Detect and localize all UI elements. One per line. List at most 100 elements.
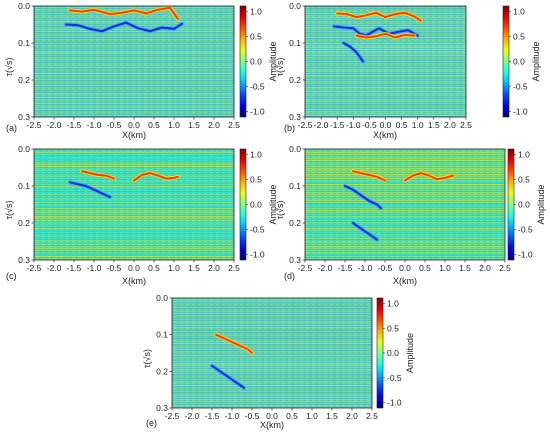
colorbar-tick-label: 1.0 xyxy=(387,299,399,309)
noise-striation xyxy=(305,13,466,14)
noise-striation xyxy=(34,31,234,32)
noise-striation xyxy=(34,162,234,163)
y-tick-label: 0.3 xyxy=(289,112,301,122)
noise-striation xyxy=(305,238,505,239)
noise-striation xyxy=(305,67,466,68)
noise-striation xyxy=(305,63,466,64)
x-tick-label: 0.0 xyxy=(128,120,140,130)
noise-striation xyxy=(305,196,505,197)
noise-striation xyxy=(305,182,505,183)
noise-striation xyxy=(172,303,372,304)
noise-striation xyxy=(305,164,505,165)
noise-striation xyxy=(305,248,505,249)
noise-striation xyxy=(305,252,505,253)
noise-striation xyxy=(305,111,466,112)
noise-striation xyxy=(305,53,466,54)
x-tick-label: 2.5 xyxy=(228,120,240,130)
colorbar xyxy=(507,148,515,261)
x-tick-label: 2.5 xyxy=(228,263,240,273)
noise-striation xyxy=(305,23,466,24)
noise-striation xyxy=(172,385,372,386)
noise-striation xyxy=(172,395,372,396)
noise-striation xyxy=(172,401,372,402)
colorbar-label: Amplitude xyxy=(531,41,541,81)
noise-striation xyxy=(172,339,372,340)
noise-striation xyxy=(172,397,372,398)
noise-striation xyxy=(34,220,234,221)
noise-striation xyxy=(172,337,372,338)
noise-striation xyxy=(172,367,372,368)
noise-striation xyxy=(305,170,505,171)
noise-striation xyxy=(305,184,505,185)
noise-striation xyxy=(34,61,234,62)
x-tick-label: -0.5 xyxy=(378,263,393,273)
noise-striation xyxy=(34,83,234,84)
noise-striation xyxy=(305,39,466,40)
noise-striation xyxy=(172,301,372,302)
noise-striation xyxy=(34,168,234,169)
y-tick-label: 0.1 xyxy=(18,38,30,48)
noise-striation xyxy=(305,89,466,90)
noise-striation xyxy=(305,192,505,193)
x-tick-label: 1.5 xyxy=(459,263,471,273)
noise-striation xyxy=(34,170,234,171)
noise-striation xyxy=(305,188,505,189)
colorbar-tick-label: 1.0 xyxy=(518,150,530,160)
noise-striation xyxy=(305,208,505,209)
noise-striation xyxy=(34,248,234,249)
noise-striation xyxy=(34,184,234,185)
y-tick-label: 0.0 xyxy=(18,144,30,154)
noise-striation xyxy=(34,202,234,203)
noise-striation xyxy=(172,335,372,336)
noise-striation xyxy=(34,43,234,44)
x-tick-label: 1.0 xyxy=(439,263,451,273)
event-3 xyxy=(352,222,378,241)
noise-striation xyxy=(305,61,466,62)
colorbar-tick-label: -0.5 xyxy=(518,224,533,234)
noise-striation xyxy=(305,77,466,78)
colorbar-tick-label: 0.5 xyxy=(513,32,525,42)
event-0 xyxy=(336,11,422,22)
noise-striation xyxy=(34,190,234,191)
y-axis-label: τ(√s) xyxy=(275,58,285,77)
colorbar-tick-label: -0.5 xyxy=(387,373,402,383)
noise-striation xyxy=(172,373,372,374)
colorbar-tick-label: 1.0 xyxy=(250,7,262,17)
x-tick-label: 1.0 xyxy=(168,120,180,130)
noise-striation xyxy=(305,162,505,163)
noise-striation xyxy=(172,353,372,354)
y-tick-label: 0.2 xyxy=(156,366,168,376)
colorbar-tick-label: 0.5 xyxy=(250,175,262,185)
x-tick-label: 2.0 xyxy=(479,263,491,273)
colorbar-tick-label: 0.5 xyxy=(518,175,530,185)
noise-striation xyxy=(34,85,234,86)
x-tick-label: 1.0 xyxy=(168,263,180,273)
y-tick-label: 0.3 xyxy=(18,255,30,265)
noise-striation xyxy=(305,242,505,243)
x-tick-label: 2.0 xyxy=(346,411,358,421)
noise-striation xyxy=(305,166,505,167)
event-1 xyxy=(65,21,183,33)
noise-striation xyxy=(172,319,372,320)
noise-striation xyxy=(305,43,466,44)
noise-striation xyxy=(172,355,372,356)
y-tick-label: 0.2 xyxy=(18,218,30,228)
colorbar-tick-label: -0.5 xyxy=(250,81,265,91)
noise-striation xyxy=(305,202,505,203)
plot-background xyxy=(305,6,466,117)
x-tick-label: -2.0 xyxy=(185,411,200,421)
noise-striation xyxy=(172,345,372,346)
noise-striation xyxy=(34,218,234,219)
x-tick-label: -1.0 xyxy=(225,411,240,421)
noise-striation xyxy=(305,160,505,161)
x-tick-label: 1.5 xyxy=(188,263,200,273)
noise-striation xyxy=(172,341,372,342)
y-axis-label: τ(√s) xyxy=(4,201,14,220)
noise-striation xyxy=(305,228,505,229)
noise-striation xyxy=(305,198,505,199)
noise-striation xyxy=(172,305,372,306)
noise-striation xyxy=(305,75,466,76)
noise-striation xyxy=(34,91,234,92)
noise-striation xyxy=(172,327,372,328)
noise-striation xyxy=(34,228,234,229)
